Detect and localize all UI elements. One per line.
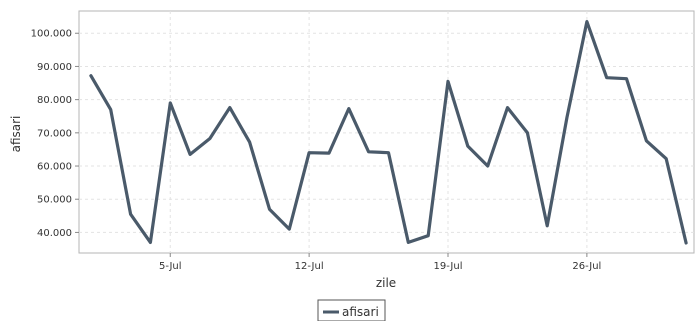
y-tick-label: 60.000	[37, 162, 72, 173]
x-axis-label: zile	[376, 276, 396, 290]
y-axis-label: afisari	[9, 116, 23, 153]
legend: afisari	[317, 299, 386, 321]
y-tick-label: 70.000	[37, 128, 72, 139]
y-tick-label: 80.000	[37, 95, 72, 106]
plot-background	[78, 10, 695, 254]
x-tick-label: 5-Jul	[159, 261, 182, 272]
x-tick-label: 12-Jul	[295, 261, 324, 272]
legend-box	[317, 299, 386, 321]
x-axis-ticks: 5-Jul 12-Jul 19-Jul 26-Jul	[159, 253, 601, 272]
y-tick-label: 50.000	[37, 195, 72, 206]
y-tick-label: 90.000	[37, 62, 72, 73]
y-axis-ticks: 40.000 50.000 60.000 70.000 80.000 90.000 100.…	[31, 29, 79, 239]
legend-label: afisari	[342, 305, 379, 319]
y-tick-label: 40.000	[37, 228, 72, 239]
series-line-afisari	[89, 20, 688, 245]
y-tick-label: 100.000	[31, 29, 72, 40]
x-tick-label: 19-Jul	[434, 261, 463, 272]
series-layer	[89, 20, 688, 245]
x-tick-label: 26-Jul	[572, 261, 601, 272]
